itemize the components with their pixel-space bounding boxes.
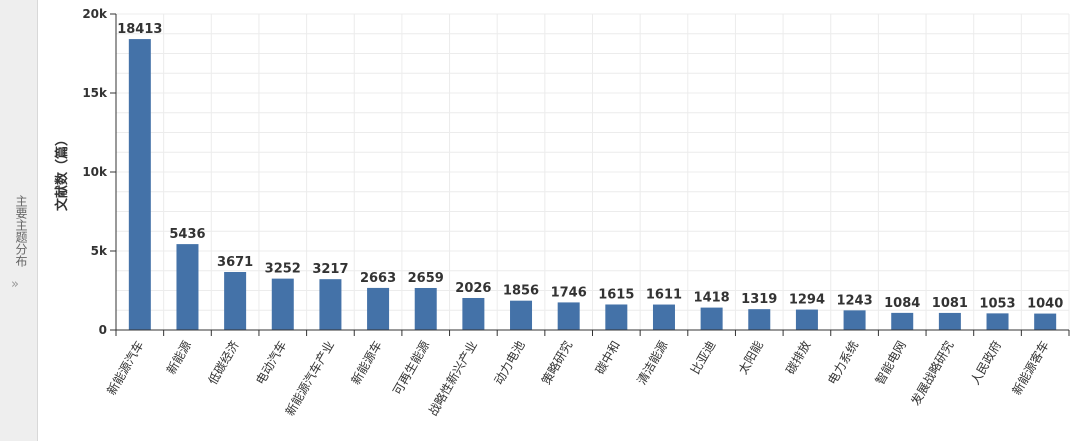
bar-value-label: 1243 bbox=[836, 293, 872, 308]
bar bbox=[128, 39, 151, 331]
x-tick-label: 新能源 bbox=[163, 338, 194, 377]
x-tick-label: 电力系统 bbox=[825, 339, 861, 388]
bar-value-label: 1084 bbox=[884, 296, 920, 311]
bar bbox=[938, 312, 961, 330]
bar-value-label: 1615 bbox=[598, 287, 634, 302]
x-tick-label: 比亚迪 bbox=[688, 339, 718, 377]
x-tick-label: 新能源客车 bbox=[1009, 338, 1052, 397]
bar bbox=[748, 309, 771, 330]
x-axis: 新能源汽车 新能源 低碳经济 电动汽车新能源汽车产业 新能源车 可再生能源战略性新兴产业动… bbox=[103, 329, 1070, 418]
y-tick-label: 15k bbox=[82, 86, 108, 100]
bar bbox=[795, 309, 818, 330]
bar-value-label: 3671 bbox=[217, 255, 253, 270]
x-tick-label: 碳排放 bbox=[783, 338, 814, 377]
bar-value-label: 1053 bbox=[979, 296, 1015, 311]
bar bbox=[891, 312, 914, 330]
bar-value-label: 3217 bbox=[312, 262, 348, 277]
bar bbox=[605, 304, 628, 330]
x-tick-label: 可再生能源 bbox=[390, 339, 432, 398]
bar bbox=[510, 300, 533, 330]
bar bbox=[557, 302, 580, 330]
bar-value-label: 5436 bbox=[169, 227, 205, 242]
bar-value-label: 3252 bbox=[265, 262, 301, 277]
bar bbox=[176, 244, 199, 330]
y-tick-label: 5k bbox=[91, 244, 108, 258]
x-tick-label: 策略研究 bbox=[538, 338, 575, 387]
bar-value-label: 1746 bbox=[551, 285, 587, 300]
side-panel-toggle[interactable]: 主要主题分布 » bbox=[0, 0, 38, 441]
x-tick-label: 电动汽车 bbox=[252, 338, 289, 387]
bar-value-label: 2663 bbox=[360, 271, 396, 286]
bar-value-label: 1611 bbox=[646, 288, 682, 303]
bar bbox=[271, 278, 294, 330]
x-tick-label: 清洁能源 bbox=[634, 339, 670, 388]
x-tick-label: 战略性新兴产业 bbox=[425, 338, 480, 418]
y-tick-label: 10k bbox=[82, 165, 108, 179]
bar-value-label: 1418 bbox=[694, 291, 730, 306]
value-labels: 18413 5436 3671 3252 3217 2663 2659 2026 1856 174… bbox=[117, 22, 1063, 311]
bar bbox=[319, 279, 342, 330]
y-axis: 0 5k 10k 15k 20k bbox=[82, 7, 117, 337]
x-tick-label: 新能源车 bbox=[348, 338, 385, 387]
x-tick-label: 发展战略研究 bbox=[907, 338, 956, 408]
bar-value-label: 2026 bbox=[455, 281, 491, 296]
bars bbox=[128, 39, 1057, 331]
bar-value-label: 1081 bbox=[932, 296, 968, 311]
y-tick-label: 20k bbox=[82, 7, 108, 21]
bar bbox=[986, 313, 1009, 330]
x-tick-label: 智能电网 bbox=[872, 338, 909, 387]
bar bbox=[843, 310, 866, 330]
y-tick-label: 0 bbox=[99, 323, 107, 337]
side-panel-label: 主要主题分布 bbox=[14, 195, 28, 267]
x-tick-label: 碳中和 bbox=[592, 338, 623, 377]
bar bbox=[414, 287, 437, 330]
x-tick-label: 动力电池 bbox=[491, 339, 527, 388]
bar bbox=[224, 271, 247, 330]
y-axis-title: 文献数（篇） bbox=[54, 133, 70, 211]
grid bbox=[115, 13, 1070, 331]
bar bbox=[700, 307, 723, 330]
bar bbox=[462, 297, 485, 330]
bar bbox=[652, 304, 675, 330]
bar-value-label: 18413 bbox=[117, 22, 162, 37]
double-chevron-right-icon: » bbox=[11, 277, 19, 292]
x-tick-label: 低碳经济 bbox=[205, 338, 242, 387]
bar bbox=[1034, 313, 1057, 330]
bar-value-label: 2659 bbox=[408, 271, 444, 286]
bar-value-label: 1294 bbox=[789, 293, 825, 308]
x-tick-label: 新能源汽车 bbox=[103, 338, 146, 397]
x-tick-label: 太阳能 bbox=[735, 338, 766, 377]
x-tick-label: 新能源汽车产业 bbox=[282, 338, 337, 418]
bar-value-label: 1319 bbox=[741, 292, 777, 307]
bar-value-label: 1040 bbox=[1027, 297, 1063, 312]
bar-value-label: 1856 bbox=[503, 284, 539, 299]
x-tick-label: 人民政府 bbox=[967, 338, 1004, 387]
bar bbox=[367, 287, 390, 330]
